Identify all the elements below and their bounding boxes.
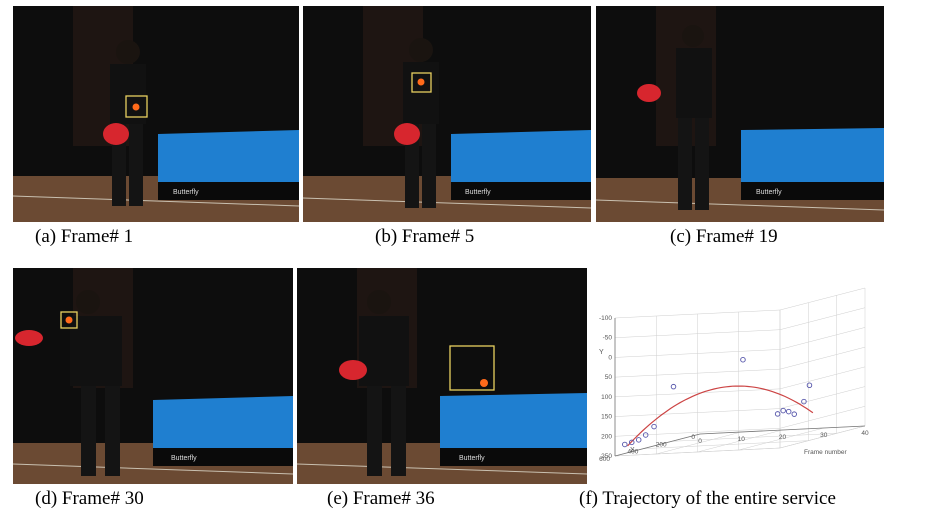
caption-f: (f) Trajectory of the entire service [579,488,836,509]
trajectory-point [622,441,628,448]
table-brand-e: Butterfly [459,455,485,462]
grid-line [643,440,809,449]
y-tick-label: 150 [601,414,612,421]
caption-c: (c) Frame# 19 [670,226,778,247]
panel-a: Butterfly (a) Frame# 1 [13,6,299,247]
caption-b: (b) Frame# 5 [375,226,475,247]
z-tick-label: 0 [698,438,702,445]
trajectory-point [791,411,797,417]
frame-image-c: Butterfly [596,6,884,222]
frame-image-e: Butterfly [297,268,587,484]
caption-e: (e) Frame# 36 [327,488,435,509]
y-tick-label: 200 [601,433,612,440]
ball-a [132,103,140,111]
caption-d: (d) Frame# 30 [35,488,144,509]
trajectory-point [780,407,786,414]
trajectory-point [740,356,746,363]
z-tick-label: 20 [779,434,787,441]
tracking-box-a [125,95,148,118]
table-brand-c: Butterfly [756,189,782,196]
panel-c: Butterfly (c) Frame# 19 [596,6,884,247]
grid-line [656,431,742,455]
grid-line [671,433,837,442]
trajectory-chart: -100 -50 0 50 100 150 200 250 0 10 20 30 40 600 400 200… [599,287,869,463]
x-tick-label: 200 [656,441,667,448]
frame-image-b: Butterfly [303,6,591,222]
grid-line [779,386,866,409]
x-tick-label: 600 [599,456,610,463]
z-axis-line [699,425,866,435]
ball-d [65,316,73,324]
ball-e [480,379,488,387]
tracking-box-e [449,345,495,391]
y-axis-label: Y [599,349,604,356]
trajectory-point [806,382,813,389]
grid-line [779,327,866,350]
y-tick-label: 50 [605,374,613,381]
trajectory-point [670,383,677,390]
ball-b [417,78,425,86]
z-tick-label: 40 [861,430,869,437]
trajectory-point [629,439,635,446]
grid-line [779,307,866,330]
panel-d: Butterfly (d) Frame# 30 [13,268,293,509]
y-tick-label: 0 [608,354,612,361]
y-tick-label: -100 [599,315,612,322]
y-tick-label: 100 [601,394,612,401]
grid-line [779,406,866,429]
trajectory-point [801,398,807,405]
trajectory-curve [627,385,814,447]
tracking-box-d [60,311,78,329]
tracking-box-b [411,72,432,93]
x-tick-label: 400 [627,449,638,456]
trajectory-plot: -100 -50 0 50 100 150 200 250 0 10 20 30 40 600 400 200… [592,268,888,476]
table-brand-d: Butterfly [171,455,197,462]
grid-line [614,447,781,457]
grid-line [779,287,866,311]
table-brand-b: Butterfly [465,189,491,196]
z-tick-label: 30 [820,432,828,439]
x-axis-label: X [630,447,635,454]
frame-image-d: Butterfly [13,268,293,484]
z-axis-label: Frame number [804,449,847,456]
trajectory-point [642,432,649,438]
table-brand-a: Butterfly [173,189,199,196]
y-tick-label: 250 [601,453,612,460]
x-tick-label: 0 [691,434,695,441]
trajectory-point [774,411,781,417]
grid-line [779,425,866,449]
grid-line [779,366,866,390]
grid-line [738,427,824,451]
panel-b: Butterfly (b) Frame# 5 [303,6,591,247]
frame-image-a: Butterfly [13,6,299,222]
caption-a: (a) Frame# 1 [35,226,134,247]
z-tick-label: 10 [738,436,746,443]
trajectory-point [785,408,792,415]
x-axis-line [614,433,701,457]
grid-line [697,429,783,453]
trajectory-point [651,423,657,430]
grid-line [779,346,866,370]
y-tick-label: -50 [603,335,613,342]
trajectory-point [635,437,642,443]
panel-f: -100 -50 0 50 100 150 200 250 0 10 20 30 40 600 400 200… [579,268,938,514]
panel-e: Butterfly (e) Frame# 36 [297,268,587,509]
